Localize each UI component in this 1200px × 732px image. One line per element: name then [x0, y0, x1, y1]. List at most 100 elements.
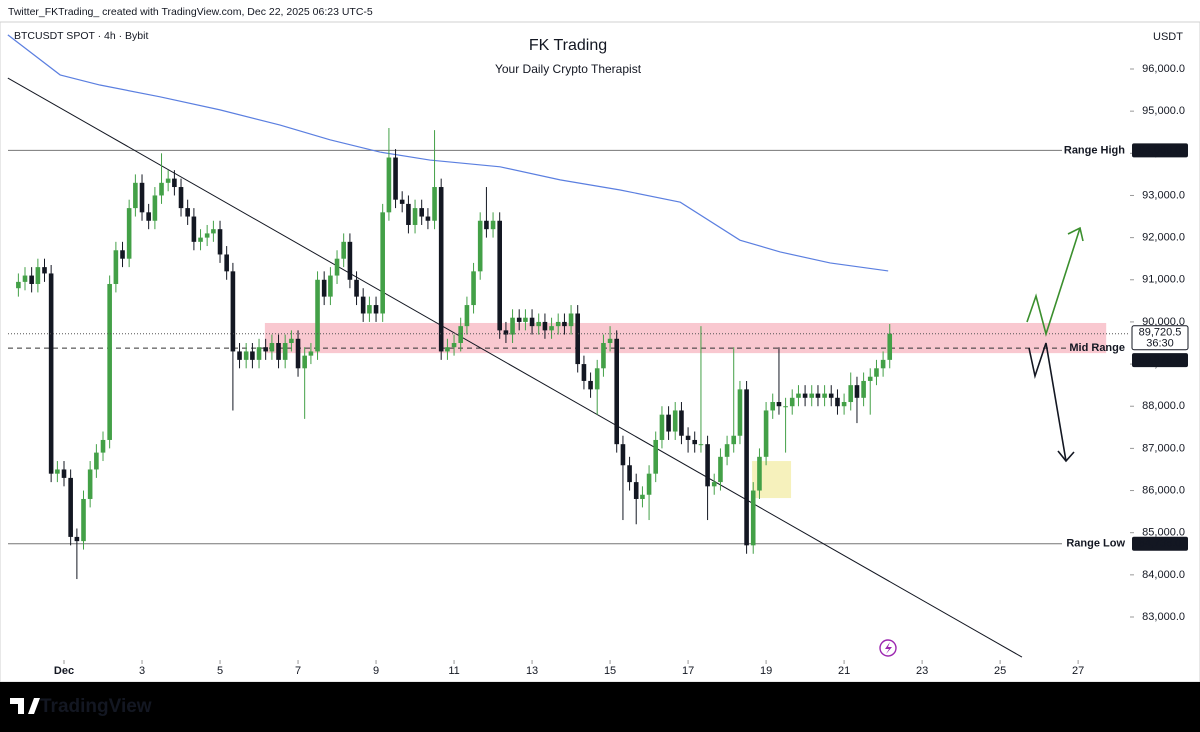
x-tick-label: Dec	[54, 665, 74, 677]
candle-body	[562, 321, 567, 327]
y-tick-label: 83,000.0	[1142, 611, 1185, 623]
candle-body	[276, 343, 281, 360]
candle-body	[334, 258, 340, 276]
currency: USDT	[1153, 31, 1183, 43]
candle-body	[614, 338, 620, 445]
candle-body	[581, 364, 587, 381]
candle-body	[555, 321, 561, 327]
candle-body	[432, 187, 437, 221]
candle-body	[458, 326, 463, 344]
candle-body	[516, 317, 522, 322]
candle-body	[549, 326, 554, 331]
candle-body	[880, 359, 886, 369]
last-price-value: 89,720.5	[1139, 327, 1182, 339]
y-tick-label: 90,000.0	[1142, 316, 1185, 328]
candle-body	[620, 444, 626, 466]
candle-body	[490, 220, 496, 230]
candle-body	[367, 305, 372, 314]
x-tick-label: 3	[139, 665, 145, 677]
candle-body	[263, 347, 268, 352]
level-value-box	[1132, 143, 1188, 158]
candle-body	[139, 182, 145, 213]
candle-body	[484, 220, 489, 230]
x-tick-label: 9	[373, 665, 379, 677]
candle-body	[828, 393, 834, 398]
candle-body	[386, 157, 392, 213]
candle-body	[94, 452, 99, 470]
candle-body	[874, 368, 879, 377]
candle-body	[360, 296, 366, 314]
candle-body	[204, 233, 210, 238]
candle-body	[107, 283, 112, 440]
candle-body	[809, 393, 815, 398]
candle-body	[731, 435, 737, 445]
candle-body	[607, 338, 613, 344]
candle-body	[633, 482, 639, 499]
candle-body	[211, 229, 216, 234]
candle-body	[256, 347, 262, 360]
x-tick-label: 13	[526, 665, 538, 677]
plot	[7, 34, 1134, 664]
candle-body	[87, 469, 93, 499]
candle-body	[321, 279, 327, 297]
arrow-path	[1026, 227, 1081, 337]
y-tick-label: 96,000.0	[1142, 63, 1185, 75]
candle-body	[568, 313, 574, 327]
candle-body	[705, 444, 710, 487]
candle-body	[120, 250, 125, 259]
candle-body	[35, 267, 41, 284]
candle-body	[230, 271, 236, 352]
candle-body	[425, 216, 431, 221]
y-tick-label: 91,000.0	[1142, 274, 1185, 286]
candle-body	[445, 347, 450, 352]
candle-body	[646, 473, 652, 495]
candle-body	[692, 439, 698, 445]
candle-body	[217, 229, 223, 255]
candle-body	[822, 393, 827, 398]
candle-body	[750, 490, 756, 546]
candle-body	[380, 212, 385, 314]
level-label: Range High	[1064, 144, 1125, 156]
candle-body	[113, 250, 119, 284]
footer	[0, 682, 1200, 732]
y-tick-label: 85,000.0	[1142, 527, 1185, 539]
level-value-box	[1132, 536, 1188, 551]
candle-body	[178, 187, 184, 209]
alert-icon[interactable]	[879, 639, 897, 657]
candle-body	[529, 317, 535, 327]
candle-body	[718, 456, 723, 483]
candle-body	[744, 389, 749, 546]
y-tick-label: 93,000.0	[1142, 189, 1185, 201]
candle-body	[672, 410, 678, 432]
candle-body	[510, 317, 515, 335]
candle-body	[796, 393, 801, 398]
arrow-head	[1067, 226, 1084, 242]
candle-body	[536, 321, 541, 327]
x-tick-label: 19	[760, 665, 772, 677]
candle-body	[191, 216, 197, 242]
candle-body	[594, 368, 600, 390]
green-arrow	[1026, 226, 1084, 337]
candle-body	[763, 410, 769, 457]
candle-body	[724, 444, 730, 457]
black-arrow	[1028, 342, 1075, 463]
candle-body	[627, 465, 632, 483]
candle-body	[22, 275, 28, 282]
candle-body	[451, 343, 457, 348]
y-tick-label: 84,000.0	[1142, 569, 1185, 581]
candle-body	[815, 393, 821, 398]
candle-body	[165, 178, 171, 183]
x-tick-label: 7	[295, 665, 301, 677]
moving-average	[7, 34, 889, 272]
candle-body	[282, 343, 288, 360]
level-label: Range Low	[1066, 538, 1125, 550]
brand: TradingView	[40, 696, 152, 717]
symbol: BTCUSDT SPOT · 4h · Bybit	[14, 30, 148, 42]
candle-body	[802, 393, 808, 398]
candle-body	[588, 380, 593, 390]
candle-body	[464, 305, 470, 327]
level-value: 89,379.9	[1139, 354, 1182, 366]
candle-body	[542, 321, 548, 331]
